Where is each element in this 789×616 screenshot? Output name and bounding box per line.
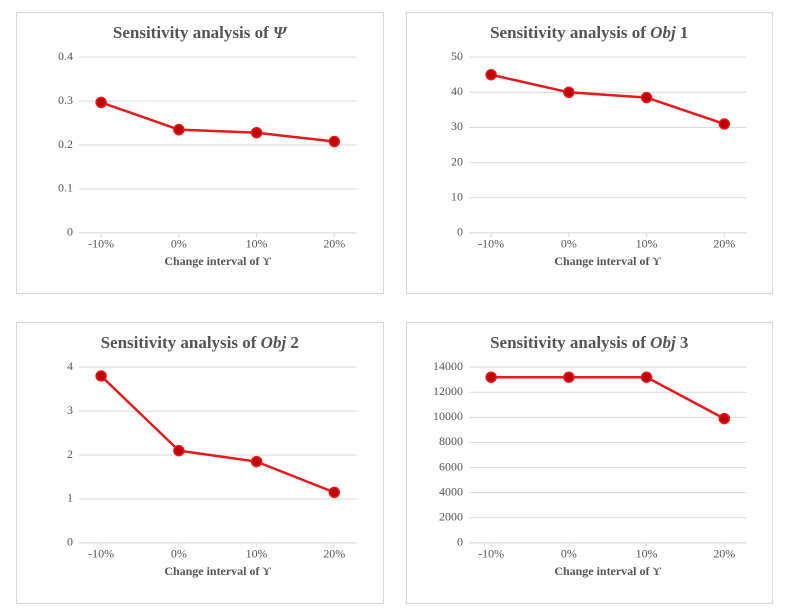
svg-text:20%: 20% [323,237,345,251]
svg-text:0: 0 [67,225,73,239]
svg-text:0%: 0% [171,547,187,561]
svg-text:0: 0 [456,225,462,239]
title-prefix: Sensitivity analysis of [113,23,273,42]
panel-obj2: Sensitivity analysis of Obj 2 01234-10%0… [16,322,384,604]
svg-text:40: 40 [450,84,462,98]
svg-text:0.2: 0.2 [58,137,73,151]
panel-obj1: Sensitivity analysis of Obj 1 0 10 20 30 40 5… [406,12,774,294]
svg-text:-10%: -10% [88,237,114,251]
svg-text:20: 20 [450,154,462,168]
svg-text:20%: 20% [713,237,735,251]
panel-obj3-title: Sensitivity analysis of Obj 3 [421,333,759,353]
svg-text:Change interval of ϒ: Change interval of ϒ [164,254,271,268]
svg-text:1: 1 [67,491,73,505]
panel-obj1-chart: 0 10 20 30 40 50 -10% 0% 10% 20% Change interval o… [421,49,759,275]
title-prefix: Sensitivity analysis of [490,333,650,352]
panel-obj3: Sensitivity analysis of Obj 3 0 2000 4000 6… [406,322,774,604]
title-suffix: 3 [676,333,689,352]
svg-text:0%: 0% [560,547,576,561]
svg-text:6000: 6000 [439,459,463,473]
svg-text:Change interval of ϒ: Change interval of ϒ [554,564,661,578]
title-prefix: Sensitivity analysis of [101,333,261,352]
svg-text:0.4: 0.4 [58,49,73,63]
svg-text:Change interval of ϒ: Change interval of ϒ [554,254,661,268]
panel-psi-title: Sensitivity analysis of Ψ [31,23,369,43]
svg-text:10000: 10000 [433,409,463,423]
panel-obj3-chart: 0 2000 4000 6000 8000 10000 12000 14000 -10% 0% 10… [421,359,759,585]
title-prefix: Sensitivity analysis of [490,23,650,42]
svg-text:0: 0 [67,535,73,549]
svg-text:50: 50 [450,49,462,63]
panel-psi-chart: 0 0.1 0.2 0.3 0.4 -10% 0% 10% 20% Change interval… [31,49,369,275]
title-ital: Obj [650,23,676,42]
svg-text:30: 30 [450,119,462,133]
panel-obj1-title: Sensitivity analysis of Obj 1 [421,23,759,43]
svg-text:10%: 10% [246,547,268,561]
svg-text:4000: 4000 [439,484,463,498]
svg-text:4: 4 [67,359,73,373]
svg-text:12000: 12000 [433,384,463,398]
svg-text:10%: 10% [635,237,657,251]
panel-psi: Sensitivity analysis of Ψ 0 0.1 0.2 0.3 0.4 -… [16,12,384,294]
svg-text:Change interval of ϒ: Change interval of ϒ [164,564,271,578]
panel-obj2-title: Sensitivity analysis of Obj 2 [31,333,369,353]
svg-text:0%: 0% [171,237,187,251]
svg-text:10%: 10% [635,547,657,561]
title-symbol: Ψ [273,23,287,42]
svg-text:-10%: -10% [88,547,114,561]
svg-text:-10%: -10% [478,237,504,251]
svg-text:3: 3 [67,403,73,417]
svg-text:8000: 8000 [439,434,463,448]
svg-text:0: 0 [456,535,462,549]
svg-text:0.3: 0.3 [58,93,73,107]
title-ital: Obj [261,333,287,352]
svg-text:-10%: -10% [478,547,504,561]
svg-text:20%: 20% [323,547,345,561]
svg-text:2000: 2000 [439,510,463,524]
svg-text:20%: 20% [713,547,735,561]
svg-text:0.1: 0.1 [58,181,73,195]
svg-text:14000: 14000 [433,359,463,373]
svg-text:2: 2 [67,447,73,461]
svg-text:10: 10 [450,189,462,203]
figure-grid: Sensitivity analysis of Ψ 0 0.1 0.2 0.3 0.4 -… [0,0,789,616]
svg-text:0%: 0% [560,237,576,251]
svg-text:10%: 10% [246,237,268,251]
panel-obj2-chart: 0 1 2 3 4 -10% 0% 10% 20% Change interval of ϒ [31,359,369,585]
title-suffix: 2 [286,333,299,352]
title-ital: Obj [650,333,676,352]
title-suffix: 1 [676,23,689,42]
